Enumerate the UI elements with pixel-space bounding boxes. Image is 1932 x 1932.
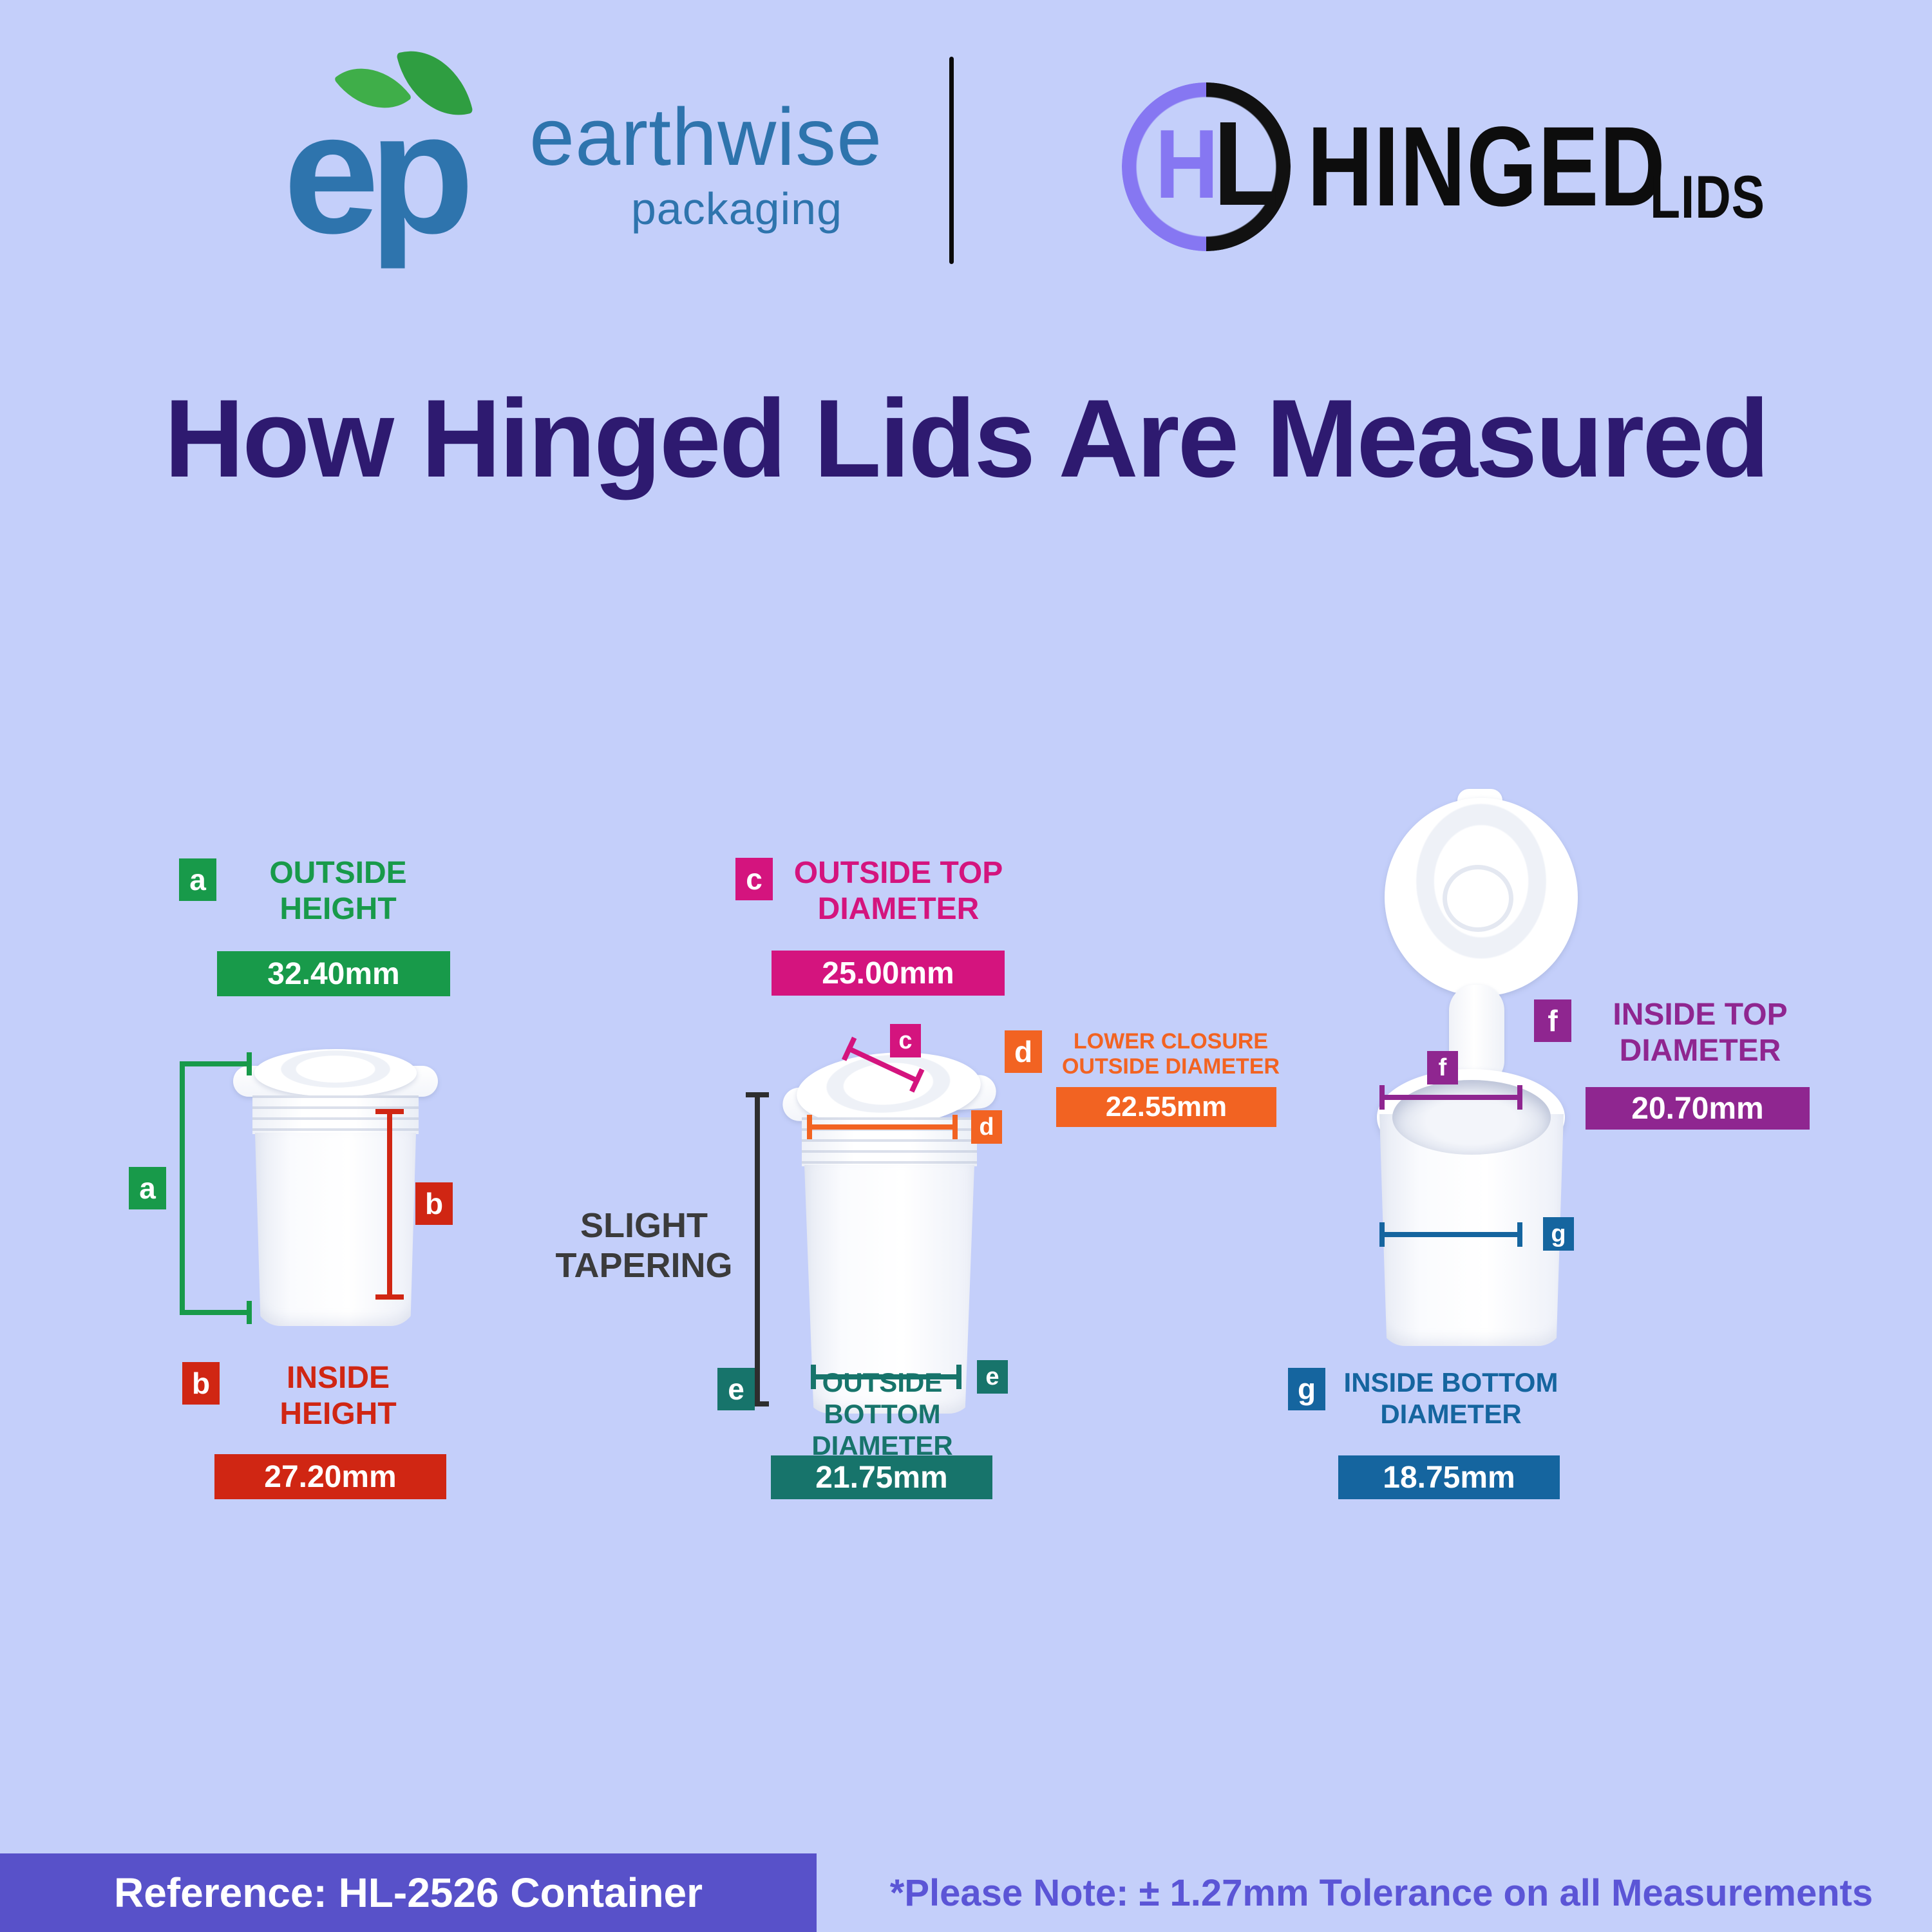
legend-a-value: 32.40mm: [217, 951, 450, 996]
reference-banner: Reference: HL-2526 Container: [0, 1853, 817, 1932]
legend-a-label: OUTSIDE HEIGHT: [269, 856, 407, 926]
earthwise-monogram: ep: [283, 76, 475, 269]
legend-e-label: OUTSIDE BOTTOM DIAMETER: [811, 1367, 953, 1461]
legend-f-label: INSIDE TOP DIAMETER: [1613, 998, 1788, 1068]
tolerance-note: *Please Note: ± 1.27mm Tolerance on all …: [889, 1871, 1873, 1914]
legend-b-label: INSIDE HEIGHT: [279, 1361, 397, 1431]
legend-f-value: 20.70mm: [1586, 1087, 1810, 1130]
tapering-indicator-line: [746, 1092, 769, 1406]
legend-c-chip: c: [735, 858, 773, 900]
marker-d: d: [971, 1110, 1002, 1144]
legend-e-chip: e: [717, 1368, 755, 1410]
inside-height-line: [375, 1109, 404, 1300]
legend-a-chip: a: [179, 858, 216, 901]
page-title: How Hinged Lids Are Measured: [164, 377, 1770, 500]
legend-d-chip: d: [1005, 1030, 1042, 1073]
earthwise-tagline: packaging: [630, 184, 842, 234]
outside-bottom-diameter-line: [811, 1365, 961, 1389]
header-divider: [949, 57, 954, 264]
hingedlids-monogram-l: L: [1213, 97, 1279, 231]
legend-g-value: 18.75mm: [1338, 1455, 1560, 1499]
earthwise-wordmark: earthwise: [529, 91, 883, 182]
marker-e: e: [977, 1360, 1008, 1394]
slight-tapering-label: SLIGHT TAPERING: [555, 1206, 733, 1285]
legend-d-value: 22.55mm: [1056, 1087, 1276, 1127]
legend-e-value: 21.75mm: [771, 1455, 992, 1499]
earthwise-logo: ep: [283, 39, 515, 277]
hingedlids-logo-circle-icon: [1122, 82, 1291, 251]
marker-f-inner: f: [1427, 1051, 1458, 1084]
marker-c: c: [890, 1024, 921, 1057]
marker-b: b: [415, 1182, 453, 1225]
closed-container-photo: [233, 1049, 438, 1326]
open-container-photo: [1370, 789, 1583, 1349]
legend-d-label: LOWER CLOSURE OUTSIDE DIAMETER: [1061, 1029, 1280, 1079]
legend-b-chip: b: [182, 1362, 220, 1405]
hingedlids-monogram-h: H: [1155, 109, 1219, 219]
inside-top-diameter-line: [1379, 1085, 1522, 1110]
marker-a: a: [129, 1167, 166, 1209]
legend-b-value: 27.20mm: [214, 1454, 446, 1499]
legend-g-label: INSIDE BOTTOM DIAMETER: [1343, 1367, 1558, 1429]
inside-bottom-diameter-line: [1379, 1222, 1522, 1247]
legend-f-chip: f: [1534, 999, 1571, 1042]
outside-height-bracket: [180, 1052, 254, 1324]
legend-c-value: 25.00mm: [772, 951, 1005, 996]
marker-g: g: [1543, 1217, 1574, 1251]
legend-c-label: OUTSIDE TOP DIAMETER: [793, 856, 1003, 926]
legend-g-chip: g: [1288, 1368, 1325, 1410]
hingedlids-wordmark: HINGED: [1307, 104, 1667, 230]
lower-closure-diameter-line: [807, 1115, 958, 1139]
hingedlids-suffix: LIDS: [1650, 163, 1765, 231]
tapered-container-photo: [781, 1046, 998, 1414]
